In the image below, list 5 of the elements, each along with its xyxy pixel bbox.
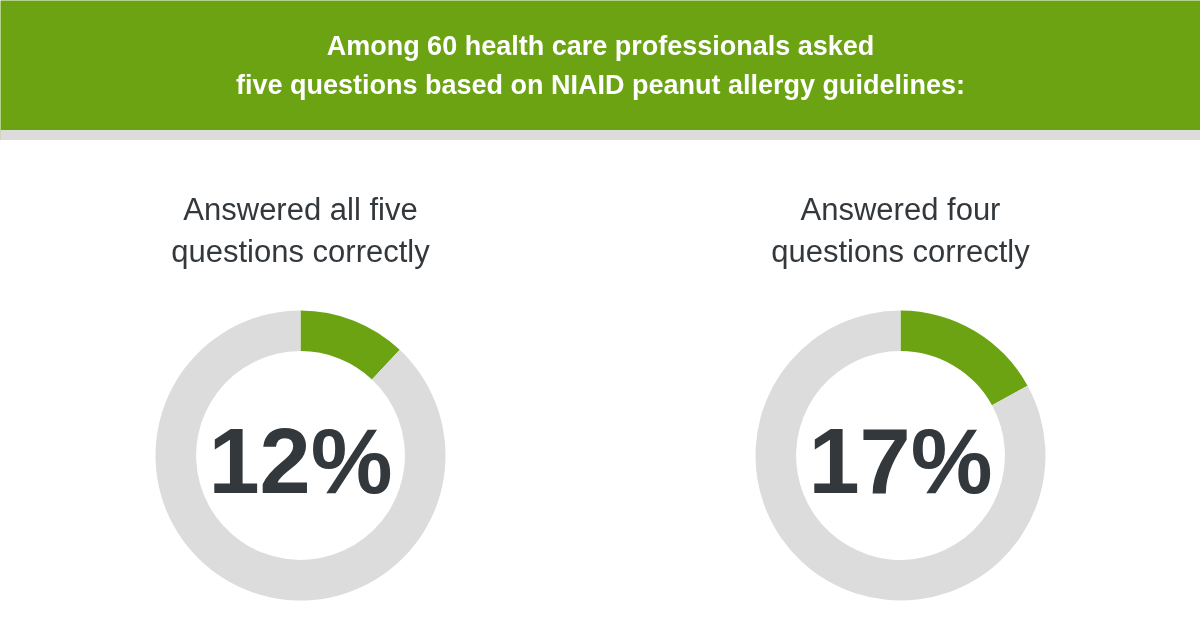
text: 12%	[208, 409, 393, 512]
chart-title: Answered four questions correctly	[771, 192, 1031, 269]
text: Among 60 health care professionals asked five questions based on NIAID peanut allergy guidelines:	[235, 31, 966, 100]
text: 17%	[808, 409, 993, 512]
chart-title: Answered all five questions correctly	[171, 192, 431, 269]
